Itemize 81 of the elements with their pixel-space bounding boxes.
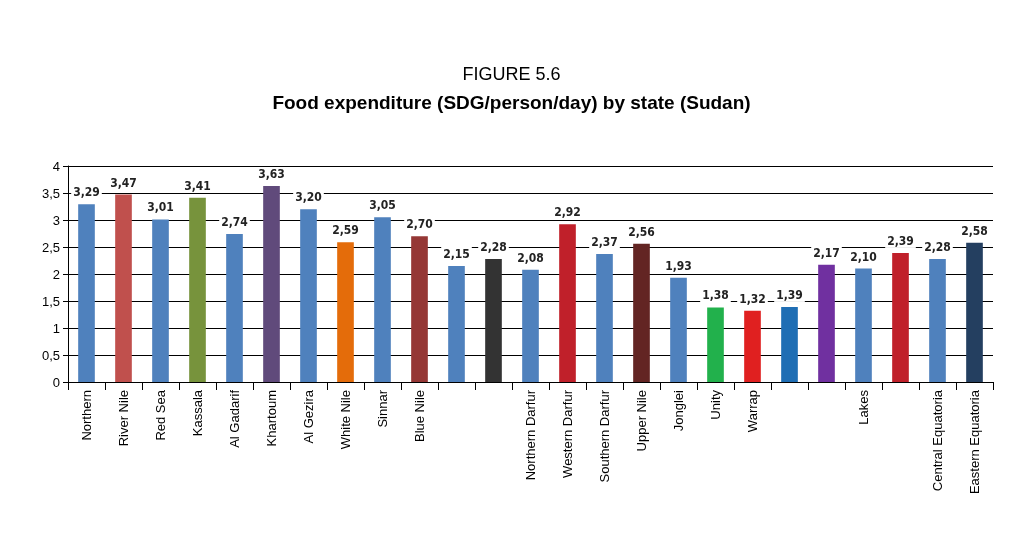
bar (448, 265, 465, 382)
bar (411, 236, 428, 382)
bar (485, 258, 502, 382)
x-tick-label: Blue Nile (412, 390, 427, 443)
bar (226, 234, 243, 382)
bar (115, 194, 132, 382)
y-tick-label: 4 (52, 158, 60, 174)
data-label: 2,37 (591, 235, 618, 250)
data-label: 2,08 (517, 250, 544, 265)
bar (189, 197, 206, 382)
x-tick-label: Eastern Equatoria (967, 389, 982, 495)
data-label: 3,20 (295, 190, 322, 205)
x-tick-label: Northern (79, 390, 94, 441)
x-tick-label: Southern Darfur (597, 389, 612, 483)
bar (707, 307, 724, 382)
data-label: 2,39 (887, 233, 914, 248)
bar (855, 268, 872, 382)
bar (818, 264, 835, 382)
data-label: 2,70 (406, 217, 433, 232)
x-tick-label: Jonglei (671, 389, 686, 432)
bar (892, 252, 909, 382)
data-label: 2,17 (813, 245, 840, 260)
bar (337, 242, 354, 382)
bar (596, 254, 613, 382)
bar (152, 219, 169, 382)
data-label: 3,41 (184, 178, 211, 193)
x-tick-label: Warrap (745, 390, 760, 433)
x-tick-label: Al Gezira (301, 389, 316, 444)
data-label: 2,28 (480, 239, 507, 254)
data-label: 3,05 (369, 198, 396, 213)
data-label: 2,15 (443, 246, 470, 261)
data-label: 1,32 (739, 291, 766, 306)
bar (929, 258, 946, 382)
y-tick-label: 2,5 (41, 239, 60, 255)
bar (300, 209, 317, 382)
bar (78, 204, 95, 382)
data-label: 1,93 (665, 258, 692, 273)
y-tick-label: 3 (52, 212, 60, 228)
data-label: 2,59 (332, 223, 359, 238)
chart-subtitle: Food expenditure (SDG/person/day) by state (Sudan) (272, 92, 751, 113)
y-tick-label: 0,5 (41, 347, 60, 363)
x-tick-label: Red Sea (153, 389, 168, 441)
data-label: 3,29 (73, 185, 100, 200)
data-label: 3,47 (110, 175, 137, 190)
data-label: 1,38 (702, 288, 729, 303)
x-tick-label: Unity (708, 389, 723, 420)
bar (781, 306, 798, 382)
y-tick-label: 0 (52, 374, 60, 390)
x-tick-label: White Nile (338, 390, 353, 450)
data-label: 2,74 (221, 215, 249, 230)
bar (744, 310, 761, 382)
data-label: 2,58 (961, 223, 988, 238)
bar (374, 217, 391, 382)
x-tick-label: Central Equatoria (930, 389, 945, 492)
data-label: 1,39 (776, 287, 803, 302)
data-label: 2,56 (628, 224, 655, 239)
y-tick-label: 1,5 (41, 293, 60, 309)
bar (633, 243, 650, 382)
bar (966, 242, 983, 382)
x-tick-label: Khartoum (264, 390, 279, 447)
x-tick-label: Upper Nile (634, 390, 649, 452)
bar (670, 277, 687, 382)
x-tick-label: Lakes (856, 389, 871, 425)
bar (559, 224, 576, 382)
bar (522, 269, 539, 382)
chart-title: FIGURE 5.6 (462, 64, 561, 84)
x-tick-label: Northern Darfur (523, 389, 538, 481)
x-tick-label: River Nile (116, 390, 131, 447)
y-tick-label: 2 (52, 266, 60, 282)
data-label: 3,01 (147, 200, 174, 215)
data-label: 3,63 (258, 166, 285, 181)
bar (263, 185, 280, 382)
data-label: 2,92 (554, 205, 581, 220)
y-tick-label: 3,5 (41, 185, 60, 201)
x-tick-label: Kassala (190, 389, 205, 437)
x-tick-label: Western Darfur (560, 389, 575, 478)
x-tick-label: Sinnar (375, 389, 390, 428)
x-tick-label: Al Gadarif (227, 389, 242, 448)
y-tick-label: 1 (52, 320, 60, 336)
data-label: 2,10 (850, 249, 877, 264)
data-label: 2,28 (924, 239, 951, 254)
